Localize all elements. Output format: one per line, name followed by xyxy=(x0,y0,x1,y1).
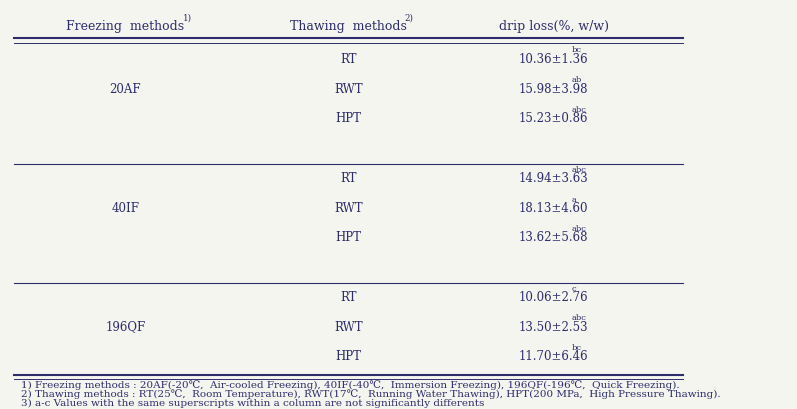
Text: 10.36±1.36: 10.36±1.36 xyxy=(519,53,588,66)
Text: RT: RT xyxy=(340,53,356,66)
Text: bc: bc xyxy=(571,46,582,54)
Text: RWT: RWT xyxy=(334,202,363,215)
Text: abc: abc xyxy=(571,225,587,233)
Text: HPT: HPT xyxy=(336,112,361,125)
Text: abc: abc xyxy=(571,106,587,114)
Text: 1): 1) xyxy=(183,14,191,23)
Text: RT: RT xyxy=(340,291,356,304)
Text: 10.06±2.76: 10.06±2.76 xyxy=(519,291,588,304)
Text: abc: abc xyxy=(571,166,587,174)
Text: 196QF: 196QF xyxy=(105,321,146,334)
Text: 40IF: 40IF xyxy=(112,202,139,215)
Text: 13.50±2.53: 13.50±2.53 xyxy=(519,321,588,334)
Text: 13.62±5.68: 13.62±5.68 xyxy=(519,231,588,245)
Text: bc: bc xyxy=(571,344,582,351)
Text: 15.23±0.86: 15.23±0.86 xyxy=(519,112,588,125)
Text: drip loss(%, w/w): drip loss(%, w/w) xyxy=(499,20,609,33)
Text: RT: RT xyxy=(340,172,356,185)
Text: 1) Freezing methods : 20AF(-20℃,  Air-cooled Freezing), 40IF(-40℃,  Immersion Fr: 1) Freezing methods : 20AF(-20℃, Air-coo… xyxy=(21,380,680,390)
Text: RWT: RWT xyxy=(334,321,363,334)
Text: a: a xyxy=(571,196,577,204)
Text: c: c xyxy=(571,285,576,293)
Text: HPT: HPT xyxy=(336,231,361,245)
Text: 14.94±3.63: 14.94±3.63 xyxy=(519,172,589,185)
Text: 18.13±4.60: 18.13±4.60 xyxy=(519,202,588,215)
Text: abc: abc xyxy=(571,314,587,322)
Text: Thawing  methods: Thawing methods xyxy=(290,20,406,33)
Text: HPT: HPT xyxy=(336,350,361,363)
Text: 2): 2) xyxy=(404,14,413,23)
Text: 2) Thawing methods : RT(25℃,  Room Temperature), RWT(17℃,  Running Water Thawing: 2) Thawing methods : RT(25℃, Room Temper… xyxy=(21,389,720,399)
Text: 3) a-c Values with the same superscripts within a column are not significantly d: 3) a-c Values with the same superscripts… xyxy=(21,398,485,408)
Text: Freezing  methods: Freezing methods xyxy=(66,20,184,33)
Text: ab: ab xyxy=(571,76,582,84)
Text: RWT: RWT xyxy=(334,83,363,96)
Text: 20AF: 20AF xyxy=(109,83,141,96)
Text: 11.70±6.46: 11.70±6.46 xyxy=(519,350,588,363)
Text: 15.98±3.98: 15.98±3.98 xyxy=(519,83,588,96)
